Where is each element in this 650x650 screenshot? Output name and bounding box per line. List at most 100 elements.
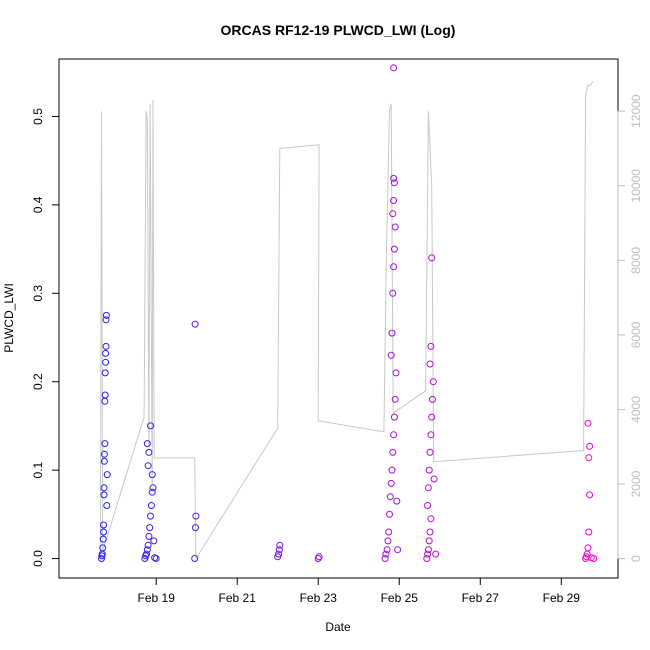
data-point <box>424 484 432 492</box>
data-point <box>388 329 396 337</box>
y2-tick-label: 10000 <box>629 169 643 203</box>
y-tick-label: 0.2 <box>31 373 45 390</box>
x-tick-label: Feb 29 <box>543 591 581 605</box>
altitude-trace <box>99 81 594 561</box>
data-point <box>382 550 390 558</box>
data-point <box>191 555 199 562</box>
data-point <box>100 484 108 492</box>
data-point <box>143 546 151 554</box>
data-point <box>143 550 150 558</box>
data-point <box>393 497 401 505</box>
data-point <box>150 537 158 545</box>
data-point <box>148 471 156 479</box>
data-point <box>384 537 392 545</box>
data-point <box>584 419 592 427</box>
data-point <box>424 502 432 509</box>
altitude-line <box>99 81 594 561</box>
data-point <box>427 342 435 350</box>
data-point <box>147 512 154 520</box>
data-point <box>102 342 110 350</box>
data-point <box>584 544 592 552</box>
data-point <box>394 546 402 554</box>
data-point <box>101 369 109 377</box>
x-tick-label: Feb 23 <box>300 591 338 605</box>
data-point <box>103 471 111 479</box>
data-point <box>103 502 111 509</box>
data-point <box>191 320 199 328</box>
data-point <box>275 550 282 558</box>
data-point <box>143 440 151 448</box>
data-point <box>152 555 160 562</box>
data-point <box>390 245 398 253</box>
y2-axis: 0 2000 4000 6000 8000 10000 12000 <box>617 94 643 562</box>
data-point <box>99 544 107 552</box>
data-point <box>275 546 283 554</box>
data-point <box>148 488 156 496</box>
data-point <box>430 475 438 483</box>
data-point <box>101 391 109 399</box>
data-point <box>100 450 108 458</box>
y-tick-label: 0.4 <box>31 196 45 213</box>
data-point <box>145 532 153 540</box>
data-point <box>102 316 110 324</box>
chart-title: ORCAS RF12-19 PLWCD_LWI (Log) <box>221 22 456 38</box>
data-point <box>425 466 433 474</box>
y-tick-label: 0.0 <box>31 550 45 567</box>
data-point <box>390 174 398 182</box>
data-point <box>100 491 108 499</box>
data-point <box>428 413 436 421</box>
data-point <box>102 311 110 319</box>
data-points <box>98 64 598 562</box>
data-point <box>386 493 394 501</box>
data-point <box>390 263 398 271</box>
x-tick-label: Feb 25 <box>381 591 419 605</box>
data-point <box>98 555 105 562</box>
y2-tick-label: 2000 <box>629 470 643 497</box>
y-tick-label: 0.1 <box>31 461 45 478</box>
data-point <box>391 223 399 231</box>
x-axis: Feb 19 Feb 21 Feb 23 Feb 25 Feb 27 Feb 29 <box>138 577 581 605</box>
y2-tick-label: 8000 <box>629 247 643 274</box>
data-point <box>392 369 400 377</box>
data-point <box>145 448 153 456</box>
data-point <box>389 448 397 456</box>
y-axis: 0.0 0.1 0.2 0.3 0.4 0.5 <box>31 108 60 567</box>
data-point <box>381 555 389 562</box>
data-point <box>390 413 398 421</box>
data-point <box>192 524 199 532</box>
data-point <box>100 521 108 529</box>
data-point <box>429 378 437 386</box>
data-point <box>390 64 398 72</box>
data-point <box>385 528 393 536</box>
data-point <box>391 395 399 403</box>
data-point <box>102 349 110 357</box>
data-point <box>389 210 397 218</box>
data-point <box>425 537 433 545</box>
x-axis-label: Date <box>325 620 351 634</box>
data-point <box>389 289 397 297</box>
data-point <box>100 457 108 465</box>
data-point <box>426 448 434 456</box>
data-point <box>390 431 398 439</box>
data-point <box>144 541 152 549</box>
data-point <box>428 254 436 262</box>
data-point <box>101 440 109 448</box>
data-point <box>149 484 157 492</box>
data-point <box>315 553 323 561</box>
y2-tick-label: 4000 <box>629 396 643 423</box>
data-point <box>147 422 154 430</box>
data-point <box>390 197 398 204</box>
y2-tick-label: 12000 <box>629 94 643 128</box>
y-tick-label: 0.5 <box>31 108 45 125</box>
data-point <box>276 541 284 549</box>
x-tick-label: Feb 21 <box>219 591 257 605</box>
data-point <box>388 466 396 474</box>
data-point <box>390 179 398 187</box>
data-point <box>424 550 432 558</box>
data-point <box>585 454 593 462</box>
data-point <box>426 528 434 536</box>
data-point <box>585 528 593 536</box>
y-tick-label: 0.3 <box>31 285 45 302</box>
